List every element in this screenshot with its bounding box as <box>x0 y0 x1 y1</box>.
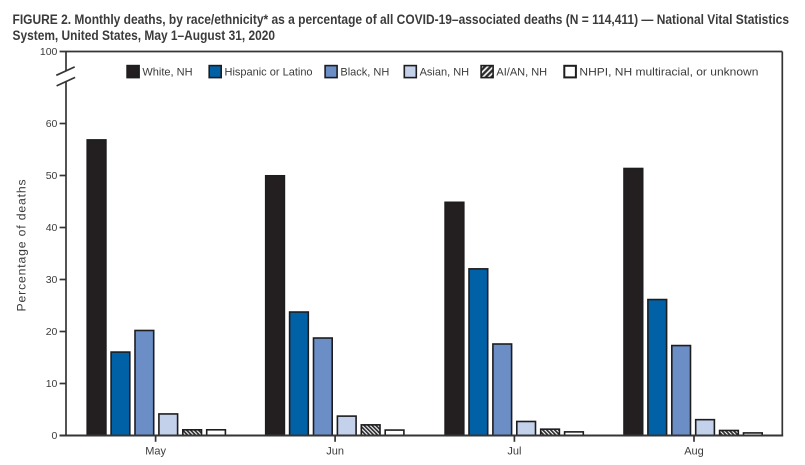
svg-text:AI/AN, NH: AI/AN, NH <box>496 67 547 79</box>
svg-text:60: 60 <box>46 118 58 130</box>
svg-text:Aug: Aug <box>684 446 704 458</box>
svg-text:0: 0 <box>52 430 58 442</box>
svg-text:Hispanic or Latino: Hispanic or Latino <box>225 67 313 79</box>
svg-text:Asian, NH: Asian, NH <box>420 67 470 79</box>
svg-text:Black, NH: Black, NH <box>340 67 389 79</box>
svg-text:FIGURE 2. Monthly deaths, by r: FIGURE 2. Monthly deaths, by race/ethnic… <box>13 12 790 27</box>
svg-text:Percentage of deaths: Percentage of deaths <box>15 179 29 312</box>
svg-text:May: May <box>145 446 166 458</box>
svg-text:Jul: Jul <box>507 446 521 458</box>
svg-text:System, United States, May 1–A: System, United States, May 1–August 31, … <box>13 28 276 43</box>
svg-text:White, NH: White, NH <box>142 67 192 79</box>
svg-text:NHPI, NH multiracial, or unkno: NHPI, NH multiracial, or unknown <box>579 67 758 79</box>
svg-text:20: 20 <box>46 326 58 338</box>
svg-text:Jun: Jun <box>326 446 344 458</box>
svg-text:50: 50 <box>46 170 58 182</box>
svg-text:40: 40 <box>46 222 58 234</box>
svg-text:10: 10 <box>46 378 58 390</box>
svg-text:100: 100 <box>40 46 58 58</box>
svg-text:30: 30 <box>46 274 58 286</box>
